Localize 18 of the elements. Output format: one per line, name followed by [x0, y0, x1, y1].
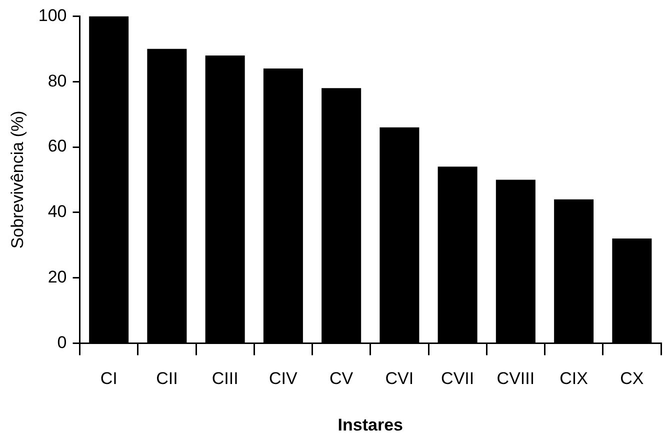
- x-tick-label: CII: [156, 369, 178, 388]
- y-tick-label: 20: [48, 267, 67, 286]
- x-tick-label: CIX: [560, 369, 588, 388]
- x-axis-title: Instares: [338, 415, 403, 434]
- x-tick-label: CIII: [212, 369, 238, 388]
- x-tick-label: CX: [620, 369, 644, 388]
- x-tick-label: CV: [330, 369, 354, 388]
- y-tick-label: 100: [38, 6, 67, 25]
- x-tick-label: CVIII: [496, 369, 535, 388]
- x-tick-label: CIV: [269, 369, 298, 388]
- x-tick-label: CVII: [441, 369, 474, 388]
- y-tick-label: 60: [48, 136, 67, 156]
- y-axis-title: Sobrevivência (%): [8, 110, 27, 249]
- x-tick-label: CI: [100, 369, 118, 388]
- x-tick-label: CVI: [385, 369, 414, 388]
- y-tick-label: 40: [48, 202, 67, 222]
- y-tick-label: 0: [57, 332, 67, 352]
- y-tick-label: 80: [48, 71, 67, 90]
